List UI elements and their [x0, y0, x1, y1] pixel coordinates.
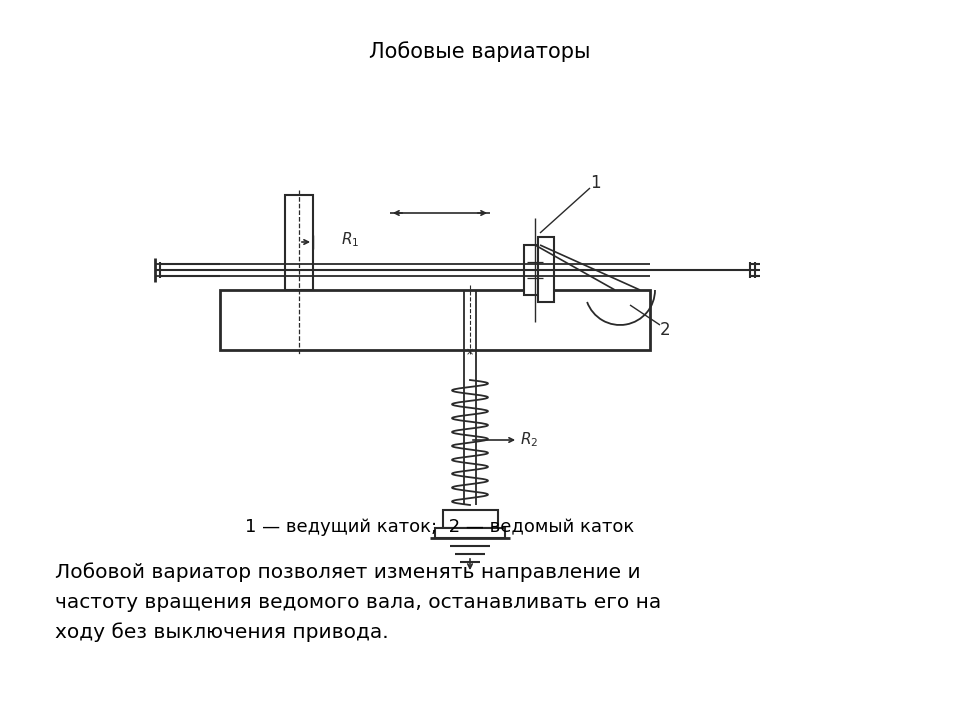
- Bar: [538, 237, 554, 302]
- Bar: [285, 195, 313, 290]
- Text: $R_1$: $R_1$: [341, 230, 359, 249]
- Text: ×: ×: [466, 347, 474, 357]
- Text: Лобовой вариатор позволяет изменять направление и: Лобовой вариатор позволяет изменять напр…: [55, 562, 640, 582]
- Text: Лобовые вариаторы: Лобовые вариаторы: [370, 42, 590, 63]
- Bar: [443, 510, 498, 528]
- Text: 2: 2: [660, 321, 670, 339]
- Text: $R_2$: $R_2$: [520, 431, 539, 449]
- Text: 1: 1: [589, 174, 600, 192]
- Text: 1 — ведущий каток;  2 — ведомый каток: 1 — ведущий каток; 2 — ведомый каток: [246, 518, 635, 536]
- Text: частоту вращения ведомого вала, останавливать его на: частоту вращения ведомого вала, останавл…: [55, 593, 661, 611]
- Bar: [435, 528, 505, 538]
- Text: ходу без выключения привода.: ходу без выключения привода.: [55, 622, 389, 642]
- Bar: [220, 290, 650, 350]
- Bar: [524, 245, 546, 295]
